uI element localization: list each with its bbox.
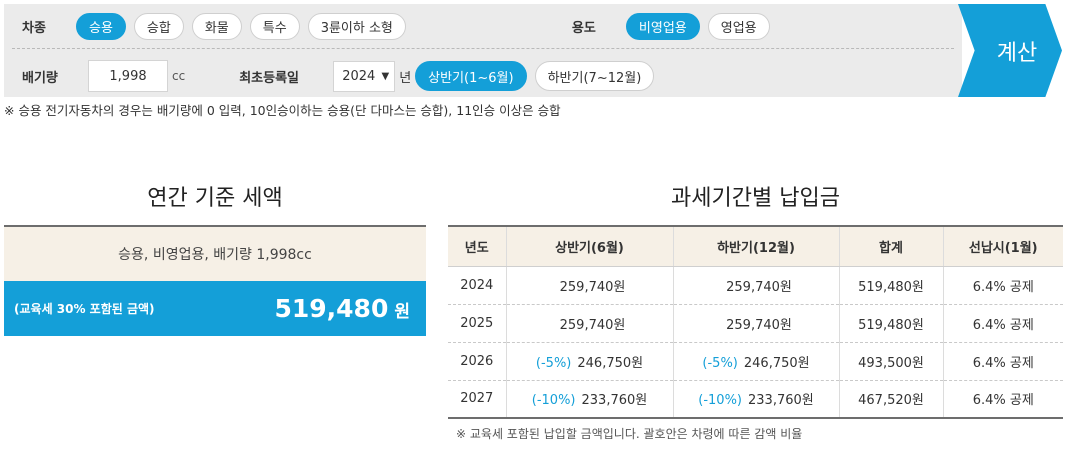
car-type-passenger-button[interactable]: 승용 <box>76 12 126 40</box>
amount: 246,750원 <box>577 355 644 371</box>
cell-year: 2025 <box>448 304 506 343</box>
header-year: 년도 <box>448 225 506 267</box>
cell-prepay: 6.4% 공제 <box>942 342 1063 381</box>
header-total: 합계 <box>838 225 943 267</box>
registration-label: 최초등록일 <box>239 70 300 86</box>
row-displacement-registration: 배기량 cc 최초등록일 2024 ▼ 년 상반기(1~6월) 하반기(7~12… <box>4 59 655 93</box>
amount: 246,750원 <box>743 355 810 371</box>
table-row: 2026 (-5%) 246,750원 (-5%) 246,750원 493,500… <box>448 342 1063 381</box>
table-row: 2025 259,740원 259,740원 519,480원 6.4% 공제 <box>448 304 1063 343</box>
cell-second-half: (-5%) 246,750원 <box>672 342 839 381</box>
cell-first-half: (-10%) 233,760원 <box>505 380 673 419</box>
cell-total: 519,480원 <box>838 304 943 343</box>
cell-second-half: (-10%) 233,760원 <box>672 380 839 419</box>
header-prepay: 선납시(1월) <box>942 225 1063 267</box>
amount: 259,740원 <box>559 279 626 295</box>
year-select-value: 2024 <box>342 68 376 84</box>
usage-label: 용도 <box>571 20 596 36</box>
header-first-half: 상반기(6월) <box>505 225 673 267</box>
cell-first-half: (-5%) 246,750원 <box>505 342 673 381</box>
annual-tax-currency: 원 <box>394 302 410 322</box>
displacement-input[interactable] <box>88 60 168 92</box>
annual-tax-total: (교육세 30% 포함된 금액) 519,480 원 <box>4 281 426 336</box>
cell-first-half: 259,740원 <box>505 266 673 305</box>
cell-total: 519,480원 <box>838 266 943 305</box>
annual-tax-amount-wrap: 519,480 원 <box>274 294 410 323</box>
amount: 259,740원 <box>726 279 792 295</box>
discount-rate: (-10%) <box>531 393 576 409</box>
car-type-special-button[interactable]: 특수 <box>249 12 300 40</box>
cell-first-half: 259,740원 <box>505 304 673 343</box>
cell-year: 2027 <box>448 380 506 419</box>
cell-second-half: 259,740원 <box>672 266 839 305</box>
calculate-button[interactable]: 계산 <box>958 4 1062 97</box>
annual-tax-title: 연간 기준 세액 <box>147 186 283 211</box>
cell-second-half: 259,740원 <box>672 304 839 343</box>
amount: 233,760원 <box>748 393 814 409</box>
year-select[interactable]: 2024 ▼ <box>333 60 396 92</box>
calculate-button-label: 계산 <box>996 40 1038 66</box>
amount: 259,740원 <box>726 317 792 333</box>
form-divider <box>12 48 954 49</box>
displacement-label: 배기량 <box>22 70 58 86</box>
annual-tax-description: 승용, 비영업용, 배기량 1,998cc <box>4 225 426 281</box>
annual-tax-note: (교육세 30% 포함된 금액) <box>14 302 155 316</box>
cell-prepay: 6.4% 공제 <box>942 266 1063 305</box>
year-unit: 년 <box>399 70 412 86</box>
discount-rate: (-5%) <box>535 355 572 371</box>
second-half-button[interactable]: 하반기(7~12월) <box>534 61 655 91</box>
displacement-unit: cc <box>172 69 186 83</box>
table-row: 2027 (-10%) 233,760원 (-10%) 233,760원 467,5… <box>448 380 1063 419</box>
chevron-down-icon: ▼ <box>381 70 390 82</box>
period-payment-table: 년도 상반기(6월) 하반기(12월) 합계 선납시(1월) 2024 259,… <box>448 225 1063 419</box>
discount-rate: (-10%) <box>698 393 742 409</box>
car-type-label: 차종 <box>22 20 46 36</box>
annual-tax-amount: 519,480 <box>274 294 389 323</box>
calculator-form: 차종 승용 승합 화물 특수 3륜이하 소형 용도 비영업용 영업용 배기량 c… <box>4 4 962 97</box>
cell-total: 467,520원 <box>838 380 943 419</box>
usage-non-business-button[interactable]: 비영업용 <box>625 12 700 40</box>
table-header-row: 년도 상반기(6월) 하반기(12월) 합계 선납시(1월) <box>448 225 1063 267</box>
discount-rate: (-5%) <box>702 355 738 371</box>
annual-tax-box: 승용, 비영업용, 배기량 1,998cc (교육세 30% 포함된 금액) 5… <box>4 225 426 336</box>
cell-total: 493,500원 <box>838 342 943 381</box>
cell-prepay: 6.4% 공제 <box>942 304 1063 343</box>
cell-year: 2024 <box>448 266 506 305</box>
header-second-half: 하반기(12월) <box>672 225 839 267</box>
table-row: 2024 259,740원 259,740원 519,480원 6.4% 공제 <box>448 266 1063 305</box>
first-half-button[interactable]: 상반기(1~6월) <box>415 61 527 91</box>
cell-prepay: 6.4% 공제 <box>942 380 1063 419</box>
amount: 259,740원 <box>559 317 626 333</box>
car-type-three-wheel-button[interactable]: 3륜이하 소형 <box>307 12 406 40</box>
amount: 233,760원 <box>581 393 648 409</box>
period-table-note: ※ 교육세 포함된 납입할 금액입니다. 괄호안은 차령에 따른 감액 비율 <box>456 427 803 441</box>
cell-year: 2026 <box>448 342 506 381</box>
period-payment-title: 과세기간별 납입금 <box>671 186 840 211</box>
usage-business-button[interactable]: 영업용 <box>707 12 770 40</box>
car-type-truck-button[interactable]: 화물 <box>191 12 242 40</box>
car-type-van-button[interactable]: 승합 <box>133 12 184 40</box>
top-note: ※ 승용 전기자동차의 경우는 배기량에 0 입력, 10인승이하는 승용(단 … <box>4 103 561 118</box>
row-type-usage: 차종 승용 승합 화물 특수 3륜이하 소형 용도 비영업용 영업용 <box>4 11 770 41</box>
